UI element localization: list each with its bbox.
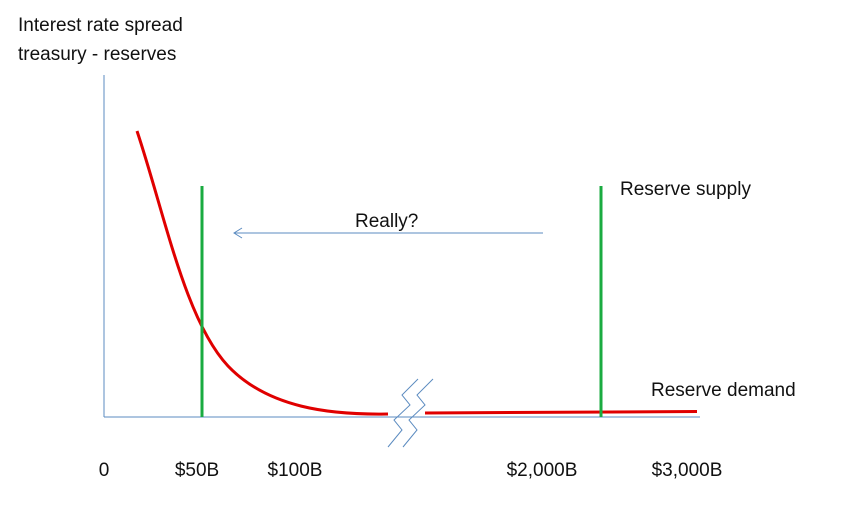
x-tick-label: $100B xyxy=(268,460,323,481)
x-tick-label: 0 xyxy=(99,460,110,481)
axis-label: Interest rate spread xyxy=(18,15,183,36)
annotation: Reserve demand xyxy=(651,380,796,401)
annotation: Really? xyxy=(355,211,418,232)
demand-curve xyxy=(135,130,389,416)
arrow-head xyxy=(233,227,243,239)
x-tick-label: $3,000B xyxy=(652,460,723,481)
axis-label: treasury - reserves xyxy=(18,44,176,65)
axis-break xyxy=(402,378,434,448)
annotation: Reserve supply xyxy=(620,179,751,200)
x-tick-label: $2,000B xyxy=(507,460,578,481)
demand-curve xyxy=(424,410,698,415)
x-tick-label: $50B xyxy=(175,460,219,481)
axis-break xyxy=(387,378,419,448)
